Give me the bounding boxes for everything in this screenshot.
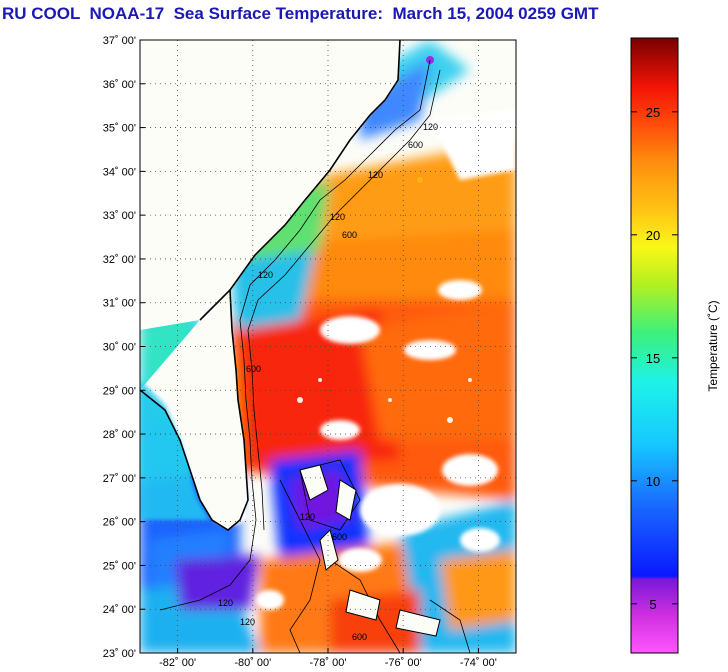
lat-tick-label: 23˚ 00': [103, 648, 136, 660]
lat-tick-label: 36˚ 00': [103, 79, 136, 91]
colorbar-tick-label: 10: [646, 474, 660, 489]
isobath-label: 120: [330, 212, 345, 222]
colorbar-title: Temperature (˚C): [706, 300, 720, 391]
lat-tick-label: 24˚ 00': [103, 604, 136, 616]
bahamas-islands: [299, 464, 441, 637]
isobath-label: 600: [332, 532, 347, 542]
colorbar-ticks: 5 10 15 20 25: [631, 105, 678, 612]
colorbar: 5 10 15 20 25 Temperature (˚C): [630, 37, 720, 654]
lat-tick-label: 26˚ 00': [103, 517, 136, 529]
lat-tick-label: 33˚ 00': [103, 210, 136, 222]
isobath-label: 120: [240, 617, 255, 627]
latitude-axis: 37˚ 00' 36˚ 00' 35˚ 00' 34˚ 00' 33˚ 00' 32˚ 0…: [103, 35, 145, 660]
colorbar-tick-label: 25: [646, 105, 660, 120]
lat-tick-label: 37˚ 00': [103, 35, 136, 47]
colorbar-tick-label: 5: [649, 597, 656, 612]
isobaths: [159, 59, 471, 653]
isobath-label: 600: [246, 364, 261, 374]
colorbar-tick-label: 20: [646, 228, 660, 243]
colorbar-gradient: [630, 37, 679, 654]
longitude-axis: -82˚ 00' -80˚ 00' -78˚ 00' -76˚ 00' -74˚ 00': [159, 648, 497, 669]
isobath-label: 600: [408, 140, 423, 150]
lat-tick-label: 30˚ 00': [103, 342, 136, 354]
colorbar-tick-label: 15: [646, 351, 660, 366]
lon-tick-label: -80˚ 00': [234, 657, 271, 669]
gulf-water: [140, 380, 210, 520]
lat-tick-label: 34˚ 00': [103, 166, 136, 178]
isobath-label: 120: [423, 122, 438, 132]
isobath-label: 600: [352, 632, 367, 642]
graticule: [140, 40, 516, 653]
lon-tick-label: -74˚ 00': [460, 657, 497, 669]
isobath-label: 120: [300, 512, 315, 522]
lat-tick-label: 32˚ 00': [103, 254, 136, 266]
map-title: RU COOL NOAA-17 Sea Surface Temperature:…: [2, 4, 599, 23]
lat-tick-label: 28˚ 00': [103, 429, 136, 441]
isobath-label: 120: [258, 270, 273, 280]
isobath-label: 120: [218, 598, 233, 608]
coastline: [140, 40, 401, 531]
lat-tick-label: 31˚ 00': [103, 298, 136, 310]
lon-tick-label: -78˚ 00': [310, 657, 347, 669]
isobath-label: 120: [368, 170, 383, 180]
lat-tick-label: 27˚ 00': [103, 473, 136, 485]
isobath-label: 600: [342, 230, 357, 240]
lon-tick-label: -82˚ 00': [159, 657, 196, 669]
lat-tick-label: 35˚ 00': [103, 123, 136, 135]
lon-tick-label: -76˚ 00': [385, 657, 422, 669]
lat-tick-label: 29˚ 00': [103, 385, 136, 397]
lat-tick-label: 25˚ 00': [103, 560, 136, 572]
land-mass: [140, 40, 400, 530]
